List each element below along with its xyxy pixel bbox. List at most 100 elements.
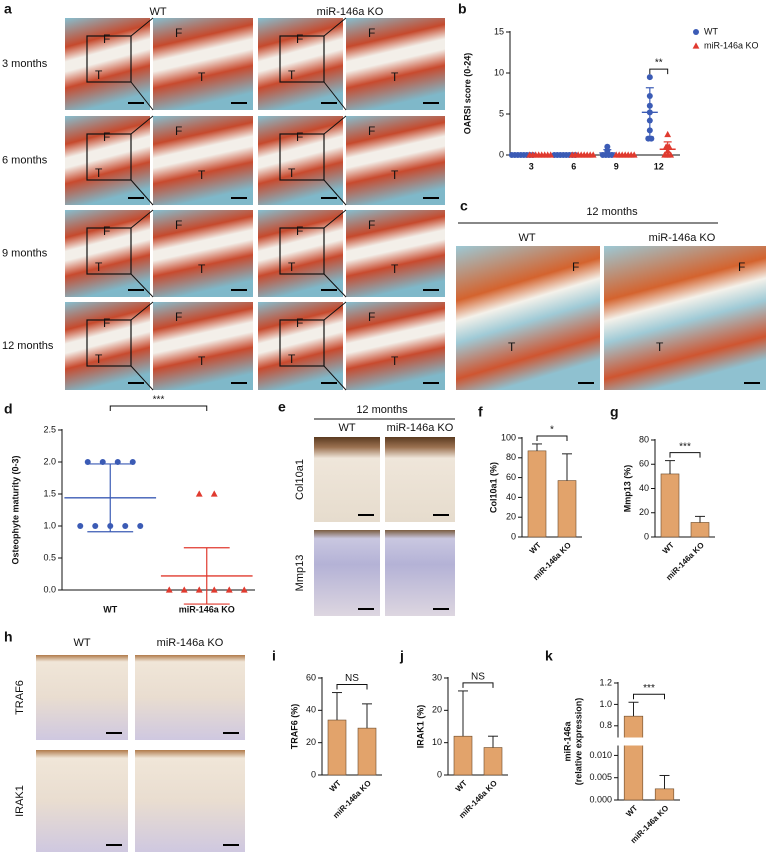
zoom-box — [279, 319, 325, 367]
data-point — [664, 130, 672, 138]
bar — [527, 450, 547, 538]
data-point — [693, 29, 699, 35]
y-tick-label: 20 — [432, 705, 442, 715]
zoom-line — [130, 17, 154, 37]
histology-image — [153, 302, 253, 390]
image-mark: F — [175, 124, 182, 138]
x-tick-label: WT — [454, 778, 469, 793]
histology-image — [314, 530, 380, 616]
y-tick-label: 2.0 — [43, 456, 56, 466]
histology-image — [135, 655, 245, 740]
data-point — [692, 42, 700, 49]
y-axis-label: Col10a1 (%) — [488, 462, 498, 513]
y-tick-label: 100 — [501, 432, 516, 442]
y-axis-label: IRAK1 (%) — [415, 705, 425, 749]
data-point — [195, 490, 203, 497]
image-mark: F — [368, 218, 375, 232]
panel-label: e — [278, 399, 286, 415]
bar — [654, 788, 675, 801]
x-tick-label: 12 — [654, 161, 664, 171]
x-tick-label: WT — [328, 778, 343, 793]
histology-image — [258, 18, 343, 110]
bar — [690, 522, 710, 538]
y-tick-label: 0.5 — [43, 552, 56, 562]
histology-image — [258, 116, 343, 205]
y-tick-label: 1.2 — [599, 677, 612, 687]
y-tick-label: 20 — [306, 737, 316, 747]
zoom-line — [130, 81, 154, 111]
data-point — [646, 74, 653, 81]
significance-label: * — [550, 425, 554, 436]
zoom-box — [86, 227, 132, 275]
row-label: 3 months — [2, 58, 48, 70]
histology-image — [314, 437, 380, 522]
column-header: WT — [338, 422, 355, 434]
column-header: WT — [149, 6, 166, 18]
panel-label: k — [545, 648, 553, 664]
y-tick-label: 0.010 — [589, 750, 612, 760]
y-tick-label: 80 — [639, 434, 649, 444]
zoom-line — [130, 209, 154, 229]
y-tick-label: 0 — [644, 531, 649, 541]
y-tick-label: 1.5 — [43, 488, 56, 498]
zoom-box — [279, 35, 325, 83]
data-point — [240, 586, 248, 593]
data-point — [165, 586, 173, 593]
image-mark: F — [175, 218, 182, 232]
significance-label: *** — [679, 441, 691, 452]
significance-label: NS — [345, 673, 359, 684]
image-mark: F — [296, 316, 303, 330]
bar — [327, 719, 347, 776]
histology-image — [385, 530, 455, 616]
image-mark: T — [391, 70, 399, 84]
histology-image — [346, 210, 445, 297]
bar — [623, 715, 644, 801]
column-header: WT — [73, 637, 90, 649]
y-tick-label: 1.0 — [43, 520, 56, 530]
image-mark: T — [391, 168, 399, 182]
image-mark: T — [391, 354, 399, 368]
y-tick-label: 30 — [432, 672, 442, 682]
y-tick-label: 1.0 — [599, 699, 612, 709]
x-tick-label: WT — [103, 604, 117, 614]
panel-title: 12 months — [356, 404, 408, 416]
data-point — [225, 586, 233, 593]
zoom-line — [130, 365, 154, 391]
y-tick-label: 0 — [311, 769, 316, 779]
image-mark: F — [175, 310, 182, 324]
histology-image — [456, 246, 600, 390]
image-mark: F — [738, 260, 745, 274]
y-tick-label: 5 — [499, 108, 504, 118]
image-mark: T — [95, 166, 103, 180]
histology-image — [346, 116, 445, 205]
significance-bracket — [669, 452, 701, 458]
image-mark: T — [288, 68, 296, 82]
image-mark: T — [508, 340, 516, 354]
y-tick-label: 60 — [639, 459, 649, 469]
image-mark: T — [198, 168, 206, 182]
image-mark: T — [198, 354, 206, 368]
y-tick-label: 60 — [506, 472, 516, 482]
y-tick-label: 0 — [499, 149, 504, 159]
significance-bracket — [336, 684, 368, 690]
image-mark: T — [95, 352, 103, 366]
zoom-line — [323, 179, 347, 206]
histology-image — [36, 750, 128, 852]
y-tick-label: 60 — [306, 672, 316, 682]
image-mark: T — [95, 68, 103, 82]
image-mark: T — [288, 260, 296, 274]
data-point — [122, 523, 129, 529]
significance-label: ** — [655, 58, 663, 69]
row-label: 6 months — [2, 154, 48, 166]
histology-image — [604, 246, 766, 390]
image-mark: F — [296, 224, 303, 238]
zoom-line — [323, 273, 347, 298]
y-tick-label: 0 — [511, 531, 516, 541]
image-mark: F — [368, 124, 375, 138]
y-tick-label: 10 — [494, 67, 504, 77]
data-point — [210, 586, 218, 593]
row-label: 12 months — [2, 340, 54, 352]
histology-image — [153, 116, 253, 205]
y-tick-label: 20 — [506, 512, 516, 522]
